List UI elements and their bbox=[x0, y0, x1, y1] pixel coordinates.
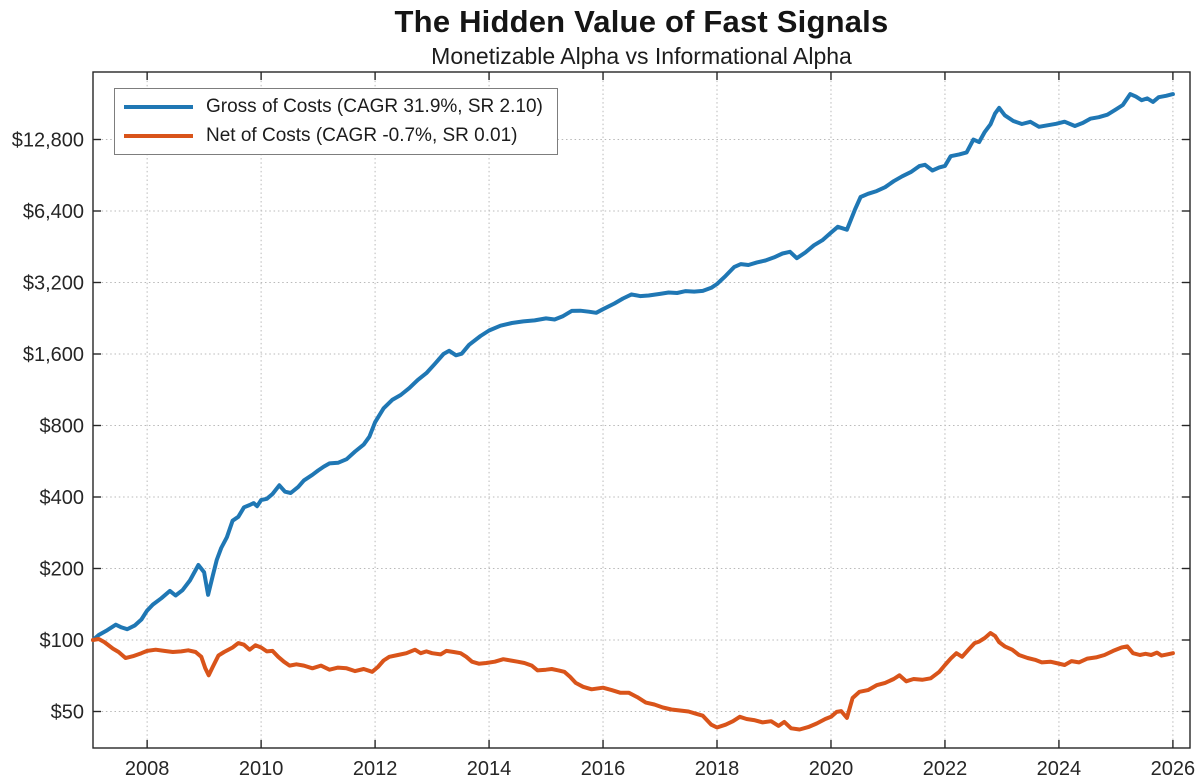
y-tick-label: $800 bbox=[40, 416, 85, 438]
gross-series-line-icon bbox=[124, 104, 193, 109]
net-series-label: Net of Costs (CAGR -0.7%, SR 0.01) bbox=[206, 125, 518, 146]
net-series-line bbox=[91, 631, 1175, 732]
y-tick-label: $12,800 bbox=[12, 130, 84, 152]
x-tick-label: 2022 bbox=[923, 758, 968, 780]
x-tick-label: 2018 bbox=[695, 758, 740, 780]
y-tick-label: $3,200 bbox=[23, 273, 84, 295]
chart-subtitle: Monetizable Alpha vs Informational Alpha bbox=[431, 43, 852, 69]
x-tick-label: 2008 bbox=[125, 758, 170, 780]
gross-series-label: Gross of Costs (CAGR 31.9%, SR 2.10) bbox=[206, 96, 543, 117]
y-tick-label: $400 bbox=[40, 487, 85, 509]
y-tick-label: $200 bbox=[40, 559, 85, 581]
y-tick-label: $1,600 bbox=[23, 344, 84, 366]
legend-item-net: Net of Costs (CAGR -0.7%, SR 0.01) bbox=[124, 123, 543, 148]
x-tick-label: 2016 bbox=[581, 758, 626, 780]
y-tick-label: $100 bbox=[40, 630, 85, 652]
net-series-line-icon bbox=[124, 133, 193, 138]
axes-box bbox=[92, 71, 1191, 749]
x-tick-label: 2026 bbox=[1151, 758, 1196, 780]
gross-series-line bbox=[91, 92, 1175, 642]
x-tick-label: 2024 bbox=[1037, 758, 1082, 780]
x-tick-label: 2010 bbox=[239, 758, 284, 780]
x-tick-label: 2012 bbox=[353, 758, 398, 780]
y-tick-label: $50 bbox=[51, 702, 84, 724]
legend: Gross of Costs (CAGR 31.9%, SR 2.10) Net… bbox=[114, 88, 558, 155]
x-tick-label: 2014 bbox=[467, 758, 512, 780]
legend-item-gross: Gross of Costs (CAGR 31.9%, SR 2.10) bbox=[124, 94, 543, 119]
x-tick-label: 2020 bbox=[809, 758, 854, 780]
y-tick-label: $6,400 bbox=[23, 201, 84, 223]
chart-title: The Hidden Value of Fast Signals bbox=[394, 4, 889, 39]
